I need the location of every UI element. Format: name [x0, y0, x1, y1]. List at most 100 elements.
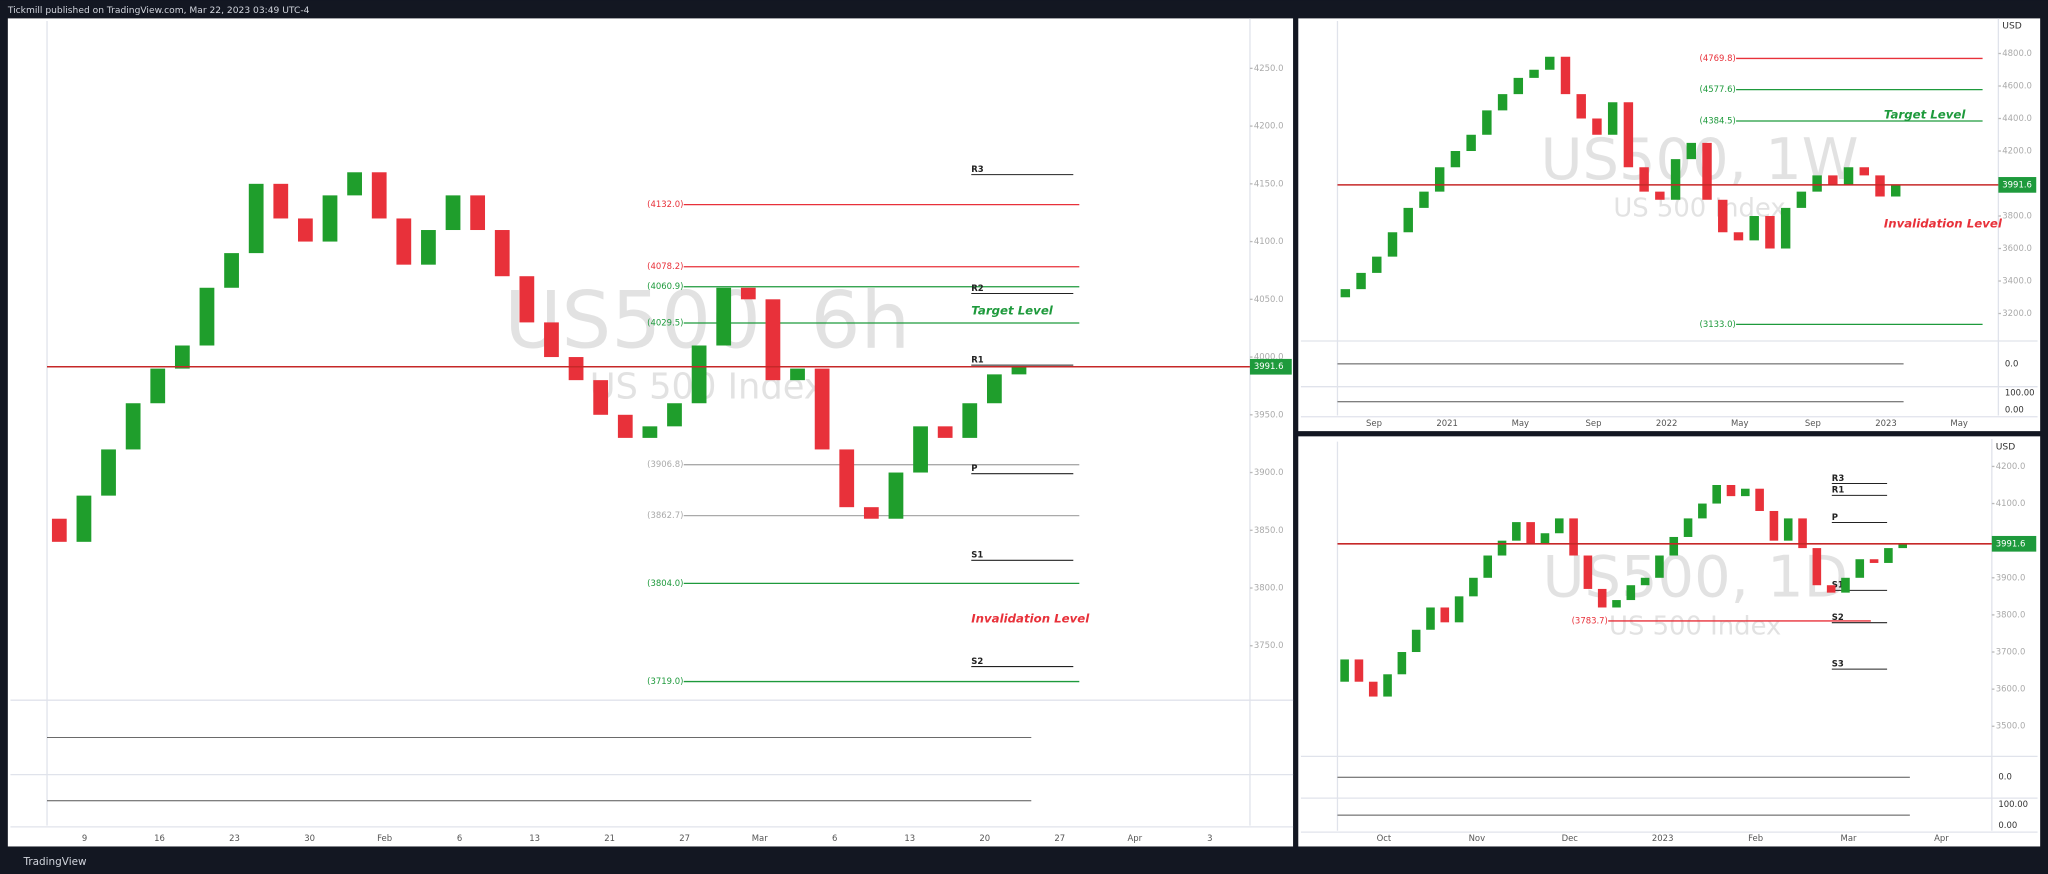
candle	[839, 449, 855, 508]
pivot-label: R1	[971, 354, 984, 364]
price-level-label: (4078.2)	[647, 261, 683, 271]
pivot-label: S1	[1832, 580, 1844, 590]
candle	[1576, 94, 1586, 119]
candle	[371, 172, 387, 219]
x-tick-label: 13	[904, 833, 915, 843]
price-badge	[1998, 177, 2037, 193]
y-tick-label: 3600.0	[1996, 684, 2026, 694]
y-tick-label: 3500.0	[1996, 721, 2026, 731]
watermark-subtitle: US 500 Index	[590, 367, 825, 408]
candle	[1796, 191, 1807, 208]
x-tick-label: Apr	[1127, 833, 1142, 843]
x-tick-label: Dec	[1562, 833, 1579, 843]
currency-label: USD	[2002, 22, 2022, 32]
y-tick-label: 4200.0	[2002, 146, 2032, 156]
weekly-panel	[1298, 18, 2041, 432]
x-tick-label: 23	[229, 833, 240, 843]
candle	[1403, 207, 1413, 233]
x-tick-label: 2022	[1656, 418, 1678, 428]
x-tick-label: 6	[457, 833, 462, 843]
candle	[1419, 191, 1429, 208]
candle	[1626, 585, 1636, 601]
candle	[1769, 510, 1779, 541]
rsi-label: 0.0	[1998, 772, 2011, 782]
candle	[1526, 522, 1535, 545]
candle	[1640, 577, 1650, 586]
candle	[1482, 110, 1492, 135]
x-tick-label: 2023	[1652, 833, 1674, 843]
candle	[199, 287, 215, 346]
x-tick-label: May	[1512, 418, 1530, 428]
candle	[1569, 518, 1578, 556]
watermark-title: US500, 1D	[1542, 543, 1848, 610]
candle	[1891, 184, 1901, 197]
candle	[1545, 56, 1555, 70]
candle	[1554, 518, 1564, 534]
x-tick-label: Feb	[377, 833, 392, 843]
watermark-title: US500, 1W	[1540, 126, 1858, 193]
candle	[224, 253, 239, 288]
candle	[1843, 167, 1854, 186]
pivot-label: S2	[971, 656, 983, 666]
candle	[1669, 536, 1679, 556]
candle	[1826, 585, 1836, 593]
pivot-label: S1	[971, 550, 983, 560]
y-tick-label: 3950.0	[1254, 409, 1284, 419]
candle	[888, 472, 904, 519]
candle	[1607, 102, 1618, 135]
pivot-label: P	[971, 463, 977, 473]
price-badge	[1249, 358, 1292, 375]
y-tick-label: 3900.0	[1996, 572, 2026, 582]
x-tick-label: Oct	[1377, 833, 1392, 843]
candle	[1372, 256, 1382, 273]
price-level-label: (4384.5)	[1700, 116, 1736, 126]
y-tick-label: 4100.0	[1996, 498, 2026, 508]
candle	[1726, 484, 1736, 497]
candle	[1592, 118, 1602, 135]
candle	[494, 230, 510, 277]
candle	[1765, 216, 1775, 249]
candle	[1712, 484, 1721, 504]
pivot-label: R3	[971, 164, 984, 174]
y-tick-label: 4150.0	[1254, 178, 1284, 188]
y-tick-label: 3400.0	[2002, 276, 2032, 286]
candle	[1741, 488, 1750, 497]
candle	[396, 218, 412, 265]
candle	[740, 287, 756, 300]
candle	[1434, 167, 1445, 192]
x-tick-label: 9	[82, 833, 87, 843]
candle	[298, 218, 313, 242]
candle	[1497, 540, 1507, 556]
stoch-label: 0.00	[2005, 405, 2024, 415]
candle	[1469, 577, 1478, 597]
candle	[1718, 199, 1728, 233]
candle	[470, 195, 486, 231]
candle	[1466, 134, 1476, 152]
annotation: Invalidation Level	[971, 612, 1090, 626]
x-tick-label: 16	[154, 833, 165, 843]
candle	[1512, 522, 1521, 541]
candle	[1869, 559, 1879, 563]
candle	[1397, 652, 1407, 675]
price-level-label: (3133.0)	[1700, 319, 1736, 329]
x-tick-label: Sep	[1585, 418, 1601, 428]
annotation: Target Level	[971, 303, 1054, 317]
candle	[1340, 289, 1351, 298]
y-tick-label: 3800.0	[2002, 211, 2032, 221]
watermark-title: US500, 6h	[504, 276, 910, 367]
candle	[1011, 366, 1027, 375]
x-tick-label: 27	[1054, 833, 1065, 843]
candle	[568, 357, 584, 381]
annotation: Target Level	[1884, 108, 1967, 122]
x-tick-label: 3	[1207, 833, 1212, 843]
candle	[667, 403, 682, 427]
y-tick-label: 4050.0	[1254, 294, 1284, 304]
candle	[1749, 216, 1759, 241]
y-tick-label: 4000.0	[1254, 352, 1284, 362]
pivot-label: S3	[1832, 658, 1844, 668]
y-tick-label: 4250.0	[1254, 63, 1284, 73]
price-level-label: (3906.8)	[647, 459, 683, 469]
price-level-label: (4060.9)	[647, 281, 683, 291]
